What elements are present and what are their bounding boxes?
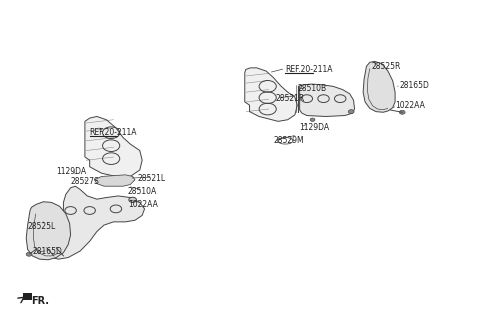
FancyBboxPatch shape <box>23 293 33 300</box>
Text: 1022AA: 1022AA <box>395 101 425 110</box>
Text: REF.20-211A: REF.20-211A <box>90 128 137 137</box>
Circle shape <box>348 110 354 113</box>
Text: 28525L: 28525L <box>28 222 56 231</box>
Text: 28510B: 28510B <box>297 84 326 94</box>
Text: 1129DA: 1129DA <box>56 167 86 176</box>
Circle shape <box>399 110 405 114</box>
Text: 28165D: 28165D <box>33 247 62 255</box>
Text: 28510A: 28510A <box>128 187 157 196</box>
Text: 1022AA: 1022AA <box>128 199 158 209</box>
Circle shape <box>129 197 136 202</box>
Circle shape <box>26 252 32 256</box>
PathPatch shape <box>85 116 142 178</box>
PathPatch shape <box>42 186 144 259</box>
Text: 28527S: 28527S <box>71 177 99 186</box>
PathPatch shape <box>300 84 355 116</box>
Text: FR.: FR. <box>32 296 49 306</box>
Text: 28521L: 28521L <box>137 174 166 182</box>
Circle shape <box>310 118 315 121</box>
Text: 28521R: 28521R <box>276 94 305 103</box>
PathPatch shape <box>363 61 395 112</box>
PathPatch shape <box>245 68 297 121</box>
Text: 28525R: 28525R <box>371 62 401 71</box>
Text: 1129DA: 1129DA <box>300 123 330 132</box>
PathPatch shape <box>26 202 71 260</box>
Text: 28165D: 28165D <box>400 81 430 90</box>
Text: 28529M: 28529M <box>274 136 304 145</box>
Text: REF.20-211A: REF.20-211A <box>285 65 333 74</box>
PathPatch shape <box>95 175 135 186</box>
